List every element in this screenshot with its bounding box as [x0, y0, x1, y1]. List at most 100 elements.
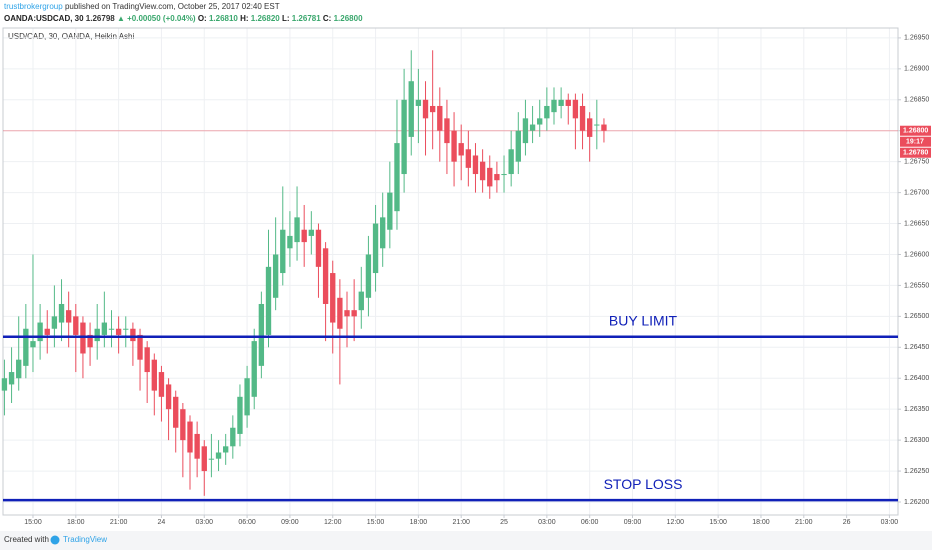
x-tick-label: 15:00 — [24, 519, 42, 526]
change: ▲ +0.00050 (+0.04%) — [117, 14, 196, 23]
logo — [50, 535, 60, 545]
candle-body — [251, 341, 257, 397]
candle-body — [144, 347, 150, 373]
x-tick-label: 21:00 — [452, 519, 470, 526]
y-tick-label: 1.26850 — [904, 97, 929, 104]
candle-body — [87, 334, 93, 348]
x-tick-label: 09:00 — [624, 519, 642, 526]
x-tick-label: 12:00 — [667, 519, 685, 526]
y-tick-label: 1.26700 — [904, 189, 929, 196]
candle-body — [101, 322, 108, 335]
candle-body — [30, 341, 36, 348]
header-line: OANDA:USDCAD, 30 1.26798 ▲ +0.00050 (+0.… — [4, 14, 363, 23]
y-tick-label: 1.26200 — [904, 499, 929, 506]
candle-body — [23, 328, 29, 366]
candle-body — [422, 99, 429, 119]
candle-body — [444, 118, 450, 144]
candle-body — [558, 99, 564, 106]
candle-body — [322, 248, 329, 304]
x-tick-label: 21:00 — [110, 519, 128, 526]
candle-body — [544, 105, 550, 119]
candle-body — [494, 174, 500, 181]
level-label: STOP LOSS — [604, 476, 683, 492]
x-tick-label: 09:00 — [281, 519, 299, 526]
ohlc-label: H: — [240, 14, 248, 23]
y-tick-label: 1.26250 — [904, 468, 929, 475]
x-tick-label: 06:00 — [238, 519, 256, 526]
y-tick-label: 1.26500 — [904, 313, 929, 320]
candle-body — [230, 427, 236, 447]
candle-body — [65, 310, 72, 323]
candle-body — [180, 409, 186, 441]
candle-body — [579, 105, 586, 131]
candle-body — [394, 143, 400, 212]
candle-body — [187, 421, 193, 453]
candle-body — [223, 446, 229, 453]
candle-body — [515, 130, 521, 162]
candle-body — [586, 118, 593, 137]
candle-body — [1, 378, 8, 391]
candle-body — [37, 322, 43, 342]
header: trustbrokergroup published on TradingVie… — [4, 2, 363, 23]
candle-body — [258, 303, 265, 366]
last-price-label: 1.26800 — [903, 128, 928, 135]
candle-body — [73, 316, 79, 335]
candle-body — [265, 266, 272, 335]
candle-body — [479, 161, 486, 181]
candle-body — [272, 254, 279, 298]
ohlc-value: 1.26781 — [292, 14, 321, 23]
x-tick-label: 03:00 — [196, 519, 214, 526]
y-tick-label: 1.26400 — [904, 375, 929, 382]
y-tick-label: 1.26750 — [904, 159, 929, 166]
x-tick-label: 15:00 — [709, 519, 727, 526]
y-tick-label: 1.26550 — [904, 282, 929, 289]
countdown-box — [900, 136, 931, 147]
footer-brand: TradingView — [63, 535, 107, 544]
y-tick-label: 1.26300 — [904, 437, 929, 444]
candle-body — [401, 99, 407, 175]
candle-body — [330, 273, 336, 323]
x-tick-label: 03:00 — [881, 519, 899, 526]
candle-body — [380, 217, 386, 249]
y-tick-label: 1.26350 — [904, 406, 929, 413]
y-tick-label: 1.26950 — [904, 35, 929, 42]
candle-body — [151, 359, 157, 391]
x-tick-label: 25 — [500, 519, 508, 526]
candle-body — [487, 167, 493, 187]
plot-frame — [2, 27, 899, 516]
candle-body — [301, 229, 307, 243]
candle-body — [137, 334, 143, 360]
x-tick-label: 15:00 — [367, 519, 385, 526]
candle-body — [237, 396, 243, 434]
candle-body — [94, 328, 100, 342]
candle-body — [522, 118, 529, 144]
ohlc-label: C: — [323, 14, 331, 23]
candle-body — [415, 99, 422, 106]
candle-body — [337, 297, 343, 329]
candle-body — [287, 235, 293, 249]
candle-body — [244, 378, 250, 416]
footer-created: Created with — [4, 535, 49, 544]
x-tick-label: 26 — [843, 519, 851, 526]
candle-body — [372, 223, 379, 274]
candle-body — [551, 99, 557, 113]
candle-body — [58, 303, 65, 323]
candle-body — [108, 328, 115, 330]
candle-body — [201, 446, 207, 472]
ohlc-value: 1.26820 — [251, 14, 280, 23]
candle-body — [351, 310, 357, 317]
candle-body — [8, 372, 15, 385]
candle-body — [451, 130, 457, 162]
ohlc-label: L: — [282, 14, 290, 23]
footer-bar — [0, 531, 932, 550]
x-tick-label: 03:00 — [538, 519, 556, 526]
author: trustbrokergroup — [4, 2, 63, 11]
candle-body — [51, 316, 58, 329]
candle-body — [215, 452, 222, 459]
x-tick-label: 21:00 — [795, 519, 813, 526]
level-label: BUY LIMIT — [609, 312, 678, 328]
candle-body — [465, 149, 472, 168]
